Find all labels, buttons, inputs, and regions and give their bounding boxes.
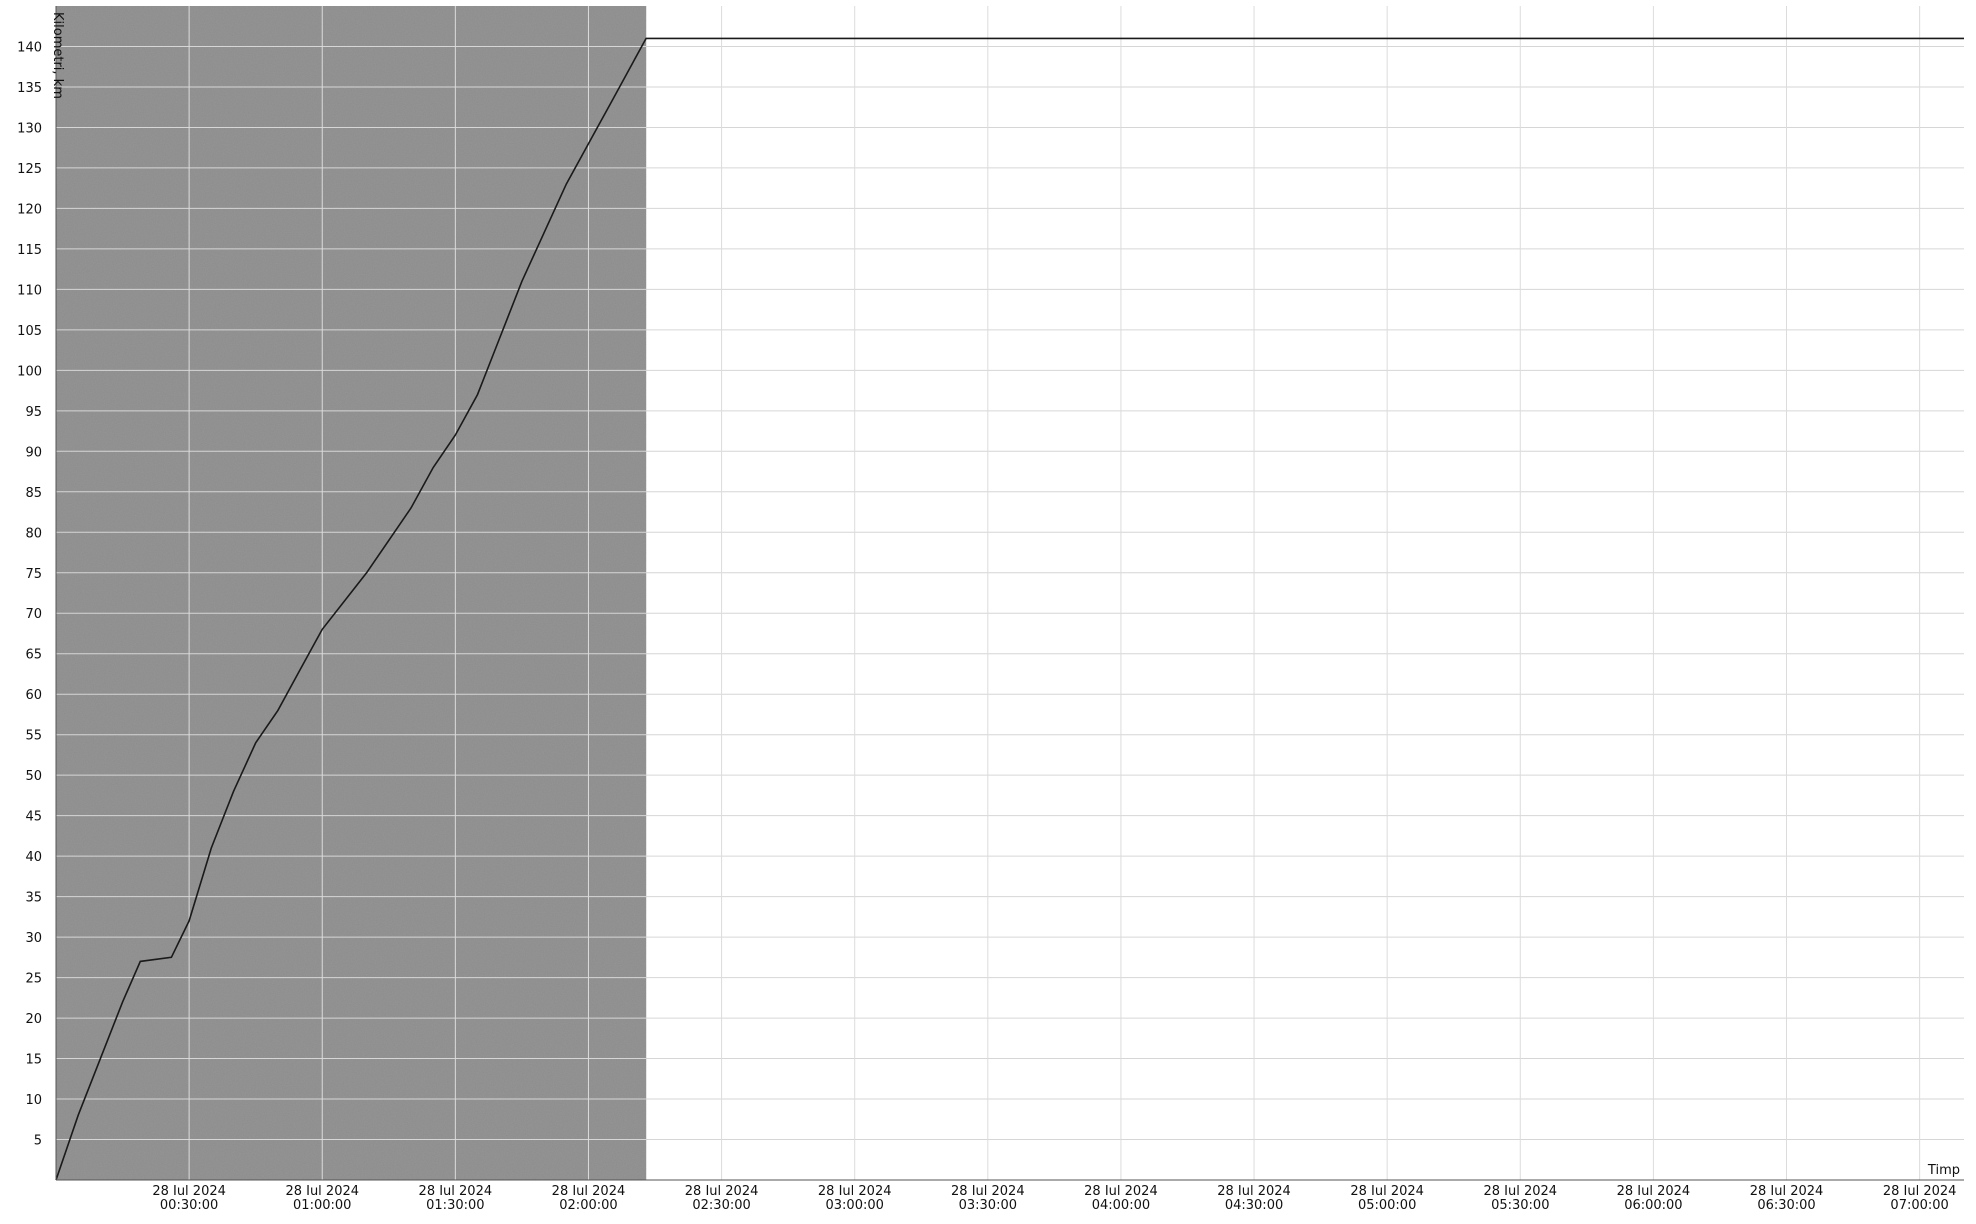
x-tick-label: 02:30:00: [692, 1198, 750, 1213]
y-tick-label: 45: [25, 810, 42, 825]
y-tick-label: 85: [25, 486, 42, 501]
y-tick-label: 95: [25, 405, 42, 420]
y-tick-label: 10: [25, 1093, 42, 1108]
grid: [56, 6, 1964, 1180]
y-tick-label: 135: [17, 81, 42, 96]
x-tick-label: 28 Iul 2024: [1483, 1184, 1557, 1199]
y-tick-label: 105: [17, 324, 42, 339]
y-tick-label: 125: [17, 162, 42, 177]
x-tick-label: 04:30:00: [1225, 1198, 1283, 1213]
y-tick-label: 90: [25, 445, 42, 460]
y-tick-label: 40: [25, 850, 42, 865]
x-tick-label: 28 Iul 2024: [1084, 1184, 1158, 1199]
distance-line: [55, 37, 1964, 1181]
x-tick-label: 05:30:00: [1491, 1198, 1549, 1213]
y-tick-label: 55: [25, 729, 42, 744]
y-tick-label: 80: [25, 526, 42, 541]
x-tick-label: 28 Iul 2024: [419, 1184, 493, 1199]
x-tick-label: 04:00:00: [1092, 1198, 1150, 1213]
x-tick-label: 28 Iul 2024: [818, 1184, 892, 1199]
x-tick-label: 28 Iul 2024: [1750, 1184, 1824, 1199]
axes: 5 10 15 20 25 30 35 40 45 50 55 60 65 70 75 80 85 90 95 100…: [17, 6, 1964, 1213]
x-tick-label: 03:30:00: [959, 1198, 1017, 1213]
x-tick-label: 01:00:00: [293, 1198, 351, 1213]
x-tick-label: 28 Iul 2024: [1883, 1184, 1957, 1199]
y-tick-label: 30: [25, 931, 42, 946]
x-tick-label: 28 Iul 2024: [285, 1184, 359, 1199]
x-tick-label: 03:00:00: [826, 1198, 884, 1213]
x-tick-label: 01:30:00: [426, 1198, 484, 1213]
y-tick-label: 120: [17, 202, 42, 217]
series: [55, 37, 1964, 1181]
x-tick-label: 07:00:00: [1890, 1198, 1948, 1213]
y-tick-label: 65: [25, 648, 42, 663]
y-tick-label: 20: [25, 1012, 42, 1027]
x-tick-label: 28 Iul 2024: [552, 1184, 626, 1199]
x-tick-label: 06:30:00: [1757, 1198, 1815, 1213]
x-tick-label: 00:30:00: [160, 1198, 218, 1213]
x-tick-label: 02:00:00: [559, 1198, 617, 1213]
x-tick-label: 28 Iul 2024: [1350, 1184, 1424, 1199]
x-tick-label: 06:00:00: [1624, 1198, 1682, 1213]
y-tick-label: 15: [25, 1053, 42, 1068]
y-tick-label: 75: [25, 567, 42, 582]
x-tick-label: 05:00:00: [1358, 1198, 1416, 1213]
x-tick-label: 28 Iul 2024: [951, 1184, 1025, 1199]
y-tick-label: 140: [17, 40, 42, 55]
y-tick-label: 115: [17, 243, 42, 258]
y-tick-label: 100: [17, 364, 42, 379]
y-tick-label: 25: [25, 972, 42, 987]
y-tick-label: 5: [34, 1134, 42, 1149]
x-tick-label: 28 Iul 2024: [685, 1184, 759, 1199]
y-tick-label: 60: [25, 688, 42, 703]
x-tick-label: 28 Iul 2024: [1617, 1184, 1691, 1199]
y-tick-label: 50: [25, 769, 42, 784]
x-tick-label: 28 Iul 2024: [152, 1184, 226, 1199]
y-tick-label: 110: [17, 283, 42, 298]
x-axis-label: Timp: [1927, 1163, 1960, 1178]
x-tick-label: 28 Iul 2024: [1217, 1184, 1291, 1199]
y-tick-label: 35: [25, 891, 42, 906]
y-tick-label: 130: [17, 121, 42, 136]
y-axis-label: Kilometri, km: [50, 12, 65, 99]
y-tick-label: 70: [25, 607, 42, 622]
